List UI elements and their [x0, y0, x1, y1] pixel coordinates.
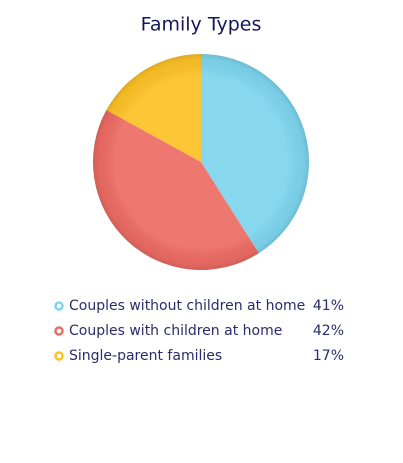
legend-marker — [54, 326, 64, 336]
pie-shading — [93, 54, 309, 270]
chart-title: Family Types — [141, 14, 262, 36]
legend-value: 17% — [313, 348, 344, 364]
legend: Couples without children at home 41% Coupl… — [54, 298, 344, 364]
legend-value: 42% — [313, 323, 344, 339]
legend-label: Single-parent families — [69, 348, 222, 364]
legend-marker — [54, 351, 64, 361]
legend-marker — [54, 301, 64, 311]
legend-value: 41% — [313, 298, 344, 314]
legend-label: Couples with children at home — [69, 323, 282, 339]
legend-label: Couples without children at home — [69, 298, 305, 314]
